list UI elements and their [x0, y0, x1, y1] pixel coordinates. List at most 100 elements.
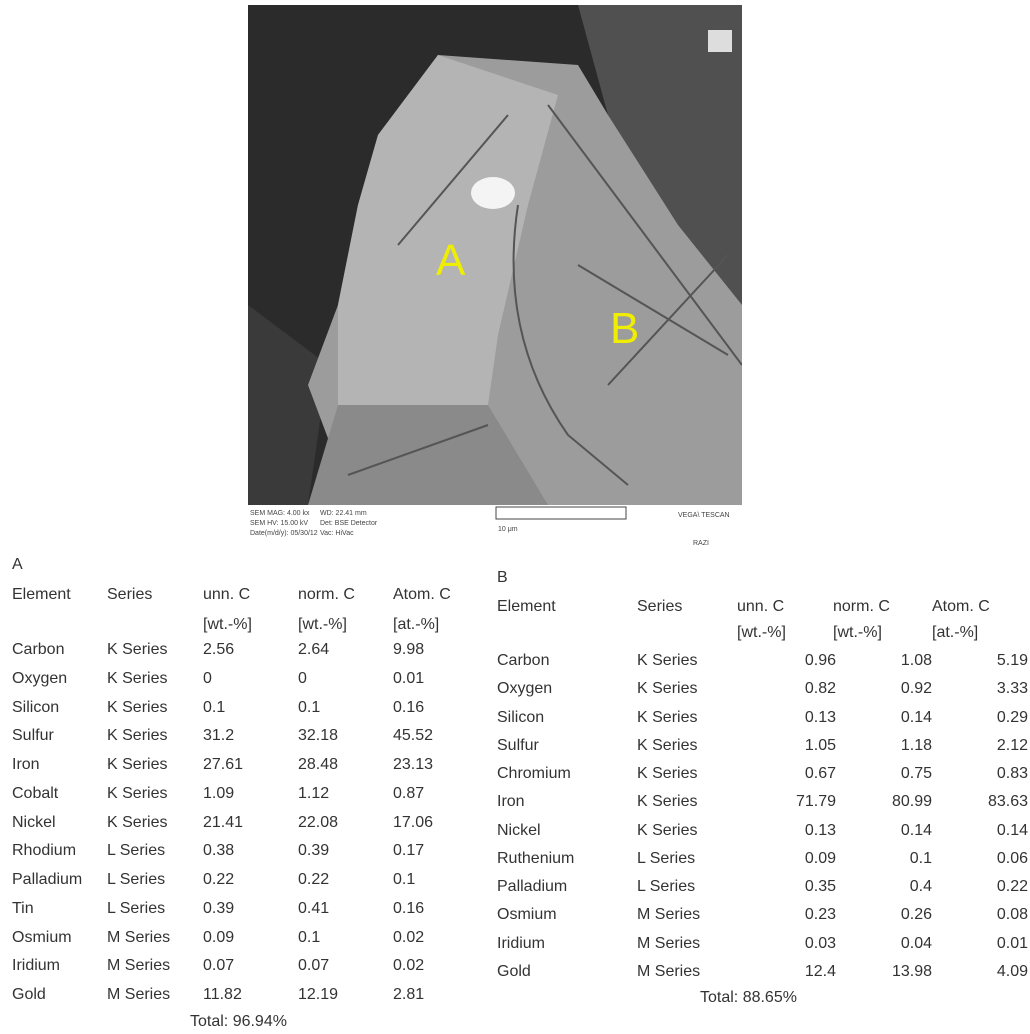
value-cell: 0.22: [203, 870, 234, 890]
value-cell: 0: [203, 669, 212, 689]
column-header: Series: [107, 585, 152, 605]
sem-info: SEM MAG: 4.00 kx: [250, 510, 310, 517]
element-cell: Iridium: [497, 934, 545, 954]
value-cell: 0.35: [805, 877, 836, 897]
speck: [708, 30, 732, 52]
column-unit: [at.-%]: [932, 623, 978, 643]
value-cell: 0.13: [805, 708, 836, 728]
value-cell: 0: [298, 669, 307, 689]
value-cell: 0.96: [805, 651, 836, 671]
value-cell: 0.09: [203, 928, 234, 948]
scale-label: 10 μm: [498, 526, 518, 533]
element-cell: Osmium: [497, 905, 557, 925]
series-cell: K Series: [107, 726, 167, 746]
column-header: Series: [637, 597, 682, 617]
value-cell: 71.79: [796, 792, 836, 812]
value-cell: 0.1: [298, 928, 320, 948]
series-cell: K Series: [637, 708, 697, 728]
label-a: A: [436, 236, 466, 285]
column-header: unn. C: [737, 597, 784, 617]
value-cell: 0.4: [910, 877, 932, 897]
series-cell: M Series: [107, 928, 170, 948]
element-cell: Ruthenium: [497, 849, 574, 869]
value-cell: 0.41: [298, 899, 329, 919]
element-cell: Chromium: [497, 764, 571, 784]
series-cell: L Series: [637, 877, 695, 897]
figure: A B SEM MAG: 4.00 kx WD: 22.41 mm SEM HV…: [0, 0, 1030, 1034]
column-unit: [at.-%]: [393, 615, 439, 635]
value-cell: 45.52: [393, 726, 433, 746]
value-cell: 0.75: [901, 764, 932, 784]
value-cell: 0.22: [298, 870, 329, 890]
value-cell: 0.01: [393, 669, 424, 689]
value-cell: 83.63: [988, 792, 1028, 812]
value-cell: 0.14: [901, 821, 932, 841]
sem-info: Date(m/d/y): 05/30/12: [250, 530, 318, 537]
value-cell: 0.14: [901, 708, 932, 728]
element-cell: Gold: [12, 985, 46, 1005]
series-cell: K Series: [107, 813, 167, 833]
value-cell: 1.05: [805, 736, 836, 756]
value-cell: 0.1: [298, 698, 320, 718]
value-cell: 0.29: [997, 708, 1028, 728]
value-cell: 0.22: [997, 877, 1028, 897]
element-cell: Oxygen: [497, 679, 552, 699]
series-cell: K Series: [637, 736, 697, 756]
value-cell: 0.16: [393, 899, 424, 919]
series-cell: M Series: [107, 985, 170, 1005]
value-cell: 0.07: [298, 956, 329, 976]
value-cell: 2.12: [997, 736, 1028, 756]
element-cell: Tin: [12, 899, 34, 919]
column-header: unn. C: [203, 585, 250, 605]
value-cell: 3.33: [997, 679, 1028, 699]
value-cell: 2.81: [393, 985, 424, 1005]
series-cell: L Series: [637, 849, 695, 869]
value-cell: 0.92: [901, 679, 932, 699]
series-cell: K Series: [637, 821, 697, 841]
value-cell: 0.08: [997, 905, 1028, 925]
value-cell: 0.02: [393, 956, 424, 976]
table-label: B: [497, 568, 508, 588]
value-cell: 0.01: [997, 934, 1028, 954]
value-cell: 0.14: [997, 821, 1028, 841]
column-header: Element: [12, 585, 71, 605]
value-cell: 17.06: [393, 813, 433, 833]
series-cell: K Series: [637, 679, 697, 699]
value-cell: 13.98: [892, 962, 932, 982]
column-header: norm. C: [298, 585, 355, 605]
value-cell: 1.08: [901, 651, 932, 671]
value-cell: 1.12: [298, 784, 329, 804]
value-cell: 0.02: [393, 928, 424, 948]
series-cell: K Series: [637, 764, 697, 784]
sem-info: Det: BSE Detector: [320, 520, 378, 527]
value-cell: 23.13: [393, 755, 433, 775]
value-cell: 0.09: [805, 849, 836, 869]
element-cell: Silicon: [12, 698, 59, 718]
column-header: Atom. C: [393, 585, 451, 605]
series-cell: L Series: [107, 870, 165, 890]
element-cell: Nickel: [12, 813, 56, 833]
sem-micrograph: A B SEM MAG: 4.00 kx WD: 22.41 mm SEM HV…: [248, 5, 742, 550]
column-header: norm. C: [833, 597, 890, 617]
table-label: A: [12, 555, 23, 575]
value-cell: 0.82: [805, 679, 836, 699]
value-cell: 0.67: [805, 764, 836, 784]
element-cell: Osmium: [12, 928, 72, 948]
series-cell: M Series: [637, 905, 700, 925]
value-cell: 28.48: [298, 755, 338, 775]
element-cell: Palladium: [497, 877, 567, 897]
column-unit: [wt.-%]: [298, 615, 347, 635]
value-cell: 0.03: [805, 934, 836, 954]
value-cell: 0.04: [901, 934, 932, 954]
value-cell: 21.41: [203, 813, 243, 833]
sem-info: WD: 22.41 mm: [320, 510, 367, 517]
value-cell: 1.18: [901, 736, 932, 756]
table-total: Total: 88.65%: [700, 988, 797, 1008]
series-cell: M Series: [107, 956, 170, 976]
column-header: Element: [497, 597, 556, 617]
element-cell: Iron: [12, 755, 40, 775]
element-cell: Nickel: [497, 821, 541, 841]
value-cell: 0.1: [393, 870, 415, 890]
value-cell: 0.39: [203, 899, 234, 919]
element-cell: Silicon: [497, 708, 544, 728]
